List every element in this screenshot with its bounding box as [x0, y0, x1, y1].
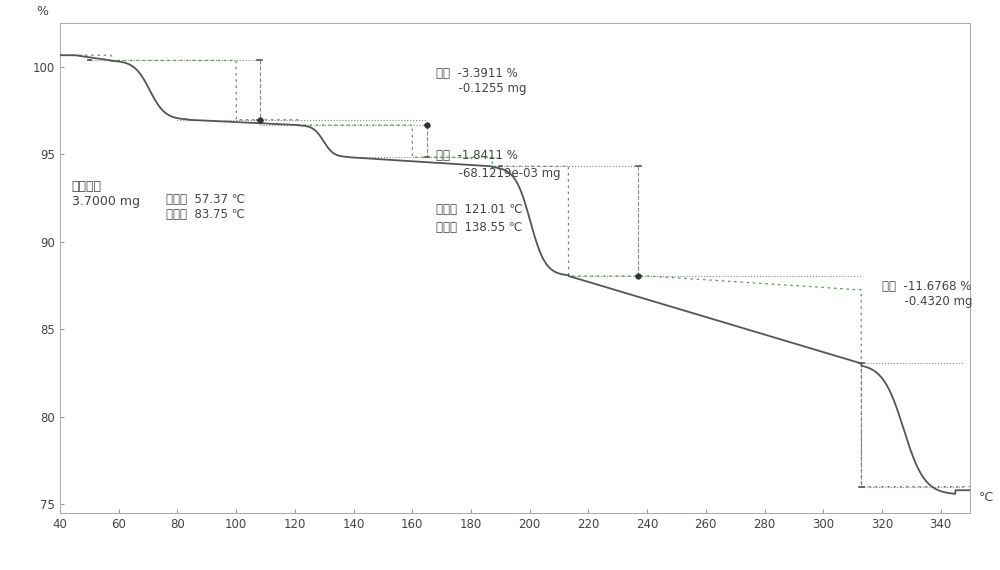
Text: 样品重量
3.7000 mg: 样品重量 3.7000 mg [72, 180, 140, 209]
Text: 台阶  -3.3911 %
      -0.1255 mg: 台阶 -3.3911 % -0.1255 mg [436, 67, 526, 95]
Text: 台阶  -1.8411 %
      -68.1219e-03 mg

起始点  121.01 ℃
终止点  138.55 ℃: 台阶 -1.8411 % -68.1219e-03 mg 起始点 121.01 … [436, 149, 560, 234]
Text: 台阶  -11.6768 %
      -0.4320 mg: 台阶 -11.6768 % -0.4320 mg [882, 280, 972, 308]
Text: °C: °C [979, 491, 994, 504]
Text: 起始点  57.37 ℃
终止点  83.75 ℃: 起始点 57.37 ℃ 终止点 83.75 ℃ [166, 193, 245, 221]
Text: %: % [36, 5, 48, 18]
